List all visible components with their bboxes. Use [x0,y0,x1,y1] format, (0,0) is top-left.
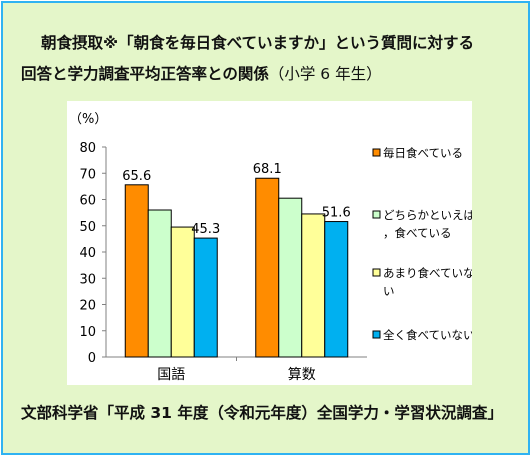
data-label: 51.6 [322,206,351,221]
bar [124,184,149,358]
y-tick-label: 60 [79,194,96,209]
y-tick-label: 10 [79,325,96,340]
y-unit-label: （%） [69,112,107,127]
data-label: 65.6 [122,169,151,184]
legend-label: あまり食べていな [383,266,472,280]
x-tick-label: 算数 [288,367,316,383]
bar [147,209,172,358]
bar [170,226,195,358]
data-label: 68.1 [253,162,282,177]
title-line-1: 朝食摂取※「朝食を毎日食べていますか」という質問に対する [41,34,474,52]
bar [301,213,326,358]
title-line-2-main: 回答と学力調査平均正答率との関係 [21,65,269,83]
chart-panel: （%） 0 10 20 30 40 50 60 70 80 65.6 45.3 国語 68.1 51.6 算数… [67,101,472,385]
legend-swatch [372,330,381,339]
y-tick-label: 40 [79,246,96,261]
y-tick-label: 70 [79,167,96,182]
bar [255,177,280,358]
title-line-2: 回答と学力調査平均正答率との関係（小学 6 年生） [21,62,382,84]
bar-chart: （%） 0 10 20 30 40 50 60 70 80 65.6 45.3 国語 68.1 51.6 算数… [69,112,472,383]
bar [278,197,303,358]
legend-swatch [372,268,381,277]
legend-label: ，食べている [383,226,452,240]
data-label: 45.3 [191,222,220,237]
legend-label: どちらかといえば [383,208,472,222]
legend-swatch [372,210,381,219]
legend-swatch [372,148,381,157]
y-tick-label: 80 [79,141,96,156]
legend-label: 毎日食べている [383,146,463,160]
y-tick-label: 20 [79,299,96,314]
bar [193,237,218,358]
bar [324,221,349,358]
x-tick-label: 国語 [157,367,185,383]
title-line-2-grade: （小学 6 年生） [268,65,382,83]
y-tick-label: 50 [79,220,96,235]
y-tick-label: 30 [79,272,96,287]
source-citation: 文部科学省「平成 31 年度（令和元年度）全国学力・学習状況調査」 [21,404,503,422]
y-tick-label: 0 [88,351,96,366]
legend-label: 全く食べていない [383,328,472,342]
legend-label: い [383,284,395,298]
